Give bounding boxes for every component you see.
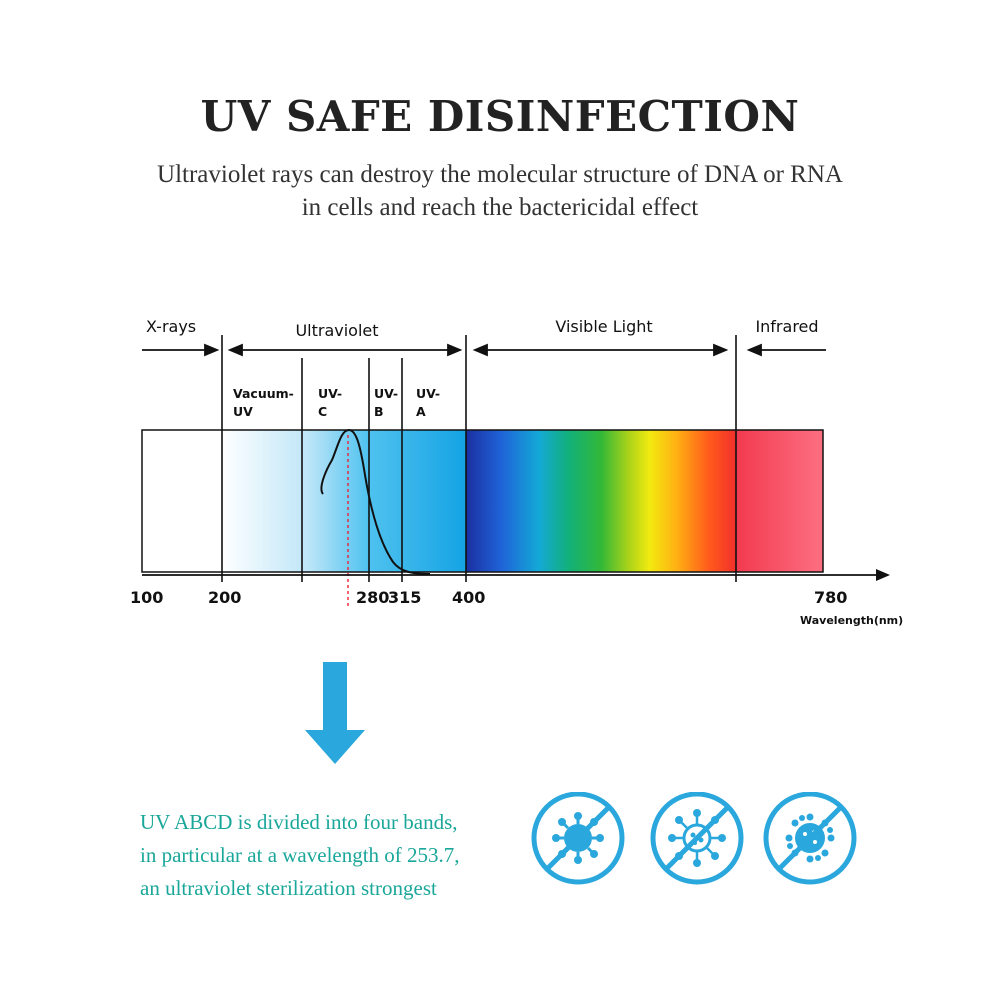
down-arrow-icon [305,662,365,764]
infrared-region-fill [736,430,823,572]
visible-region-fill [466,430,736,572]
uv-spectrum-diagram: X-rays Ultraviolet Visible Light Infrare… [130,317,903,627]
tick-label-280: 280 [356,588,389,607]
band-label-vacuum-uv-1: Vacuum- [233,386,294,401]
band-label-uvc-2: C [318,404,327,419]
germ-prohibited-icon [650,792,744,885]
subtitle: Ultraviolet rays can destroy the molecul… [0,158,1000,224]
tick-label-315: 315 [388,588,421,607]
xray-region-fill [142,430,222,572]
region-label-visible: Visible Light [555,317,652,336]
axis-arrowhead [876,569,890,581]
band-label-uvb-1: UV- [374,386,398,401]
subtitle-line-1: Ultraviolet rays can destroy the molecul… [157,161,843,188]
description-line-1: UV ABCD is divided into four bands, [140,810,458,834]
region-label-xrays: X-rays [146,317,196,336]
description-line-3: an ultraviolet sterilization strongest [140,876,437,900]
region-label-ultraviolet: Ultraviolet [295,321,378,340]
tick-label-100: 100 [130,588,163,607]
region-label-infrared: Infrared [755,317,818,336]
description-line-2: in particular at a wavelength of 253.7, [140,843,460,867]
germ-icons-row [531,792,857,885]
band-label-vacuum-uv-2: UV [233,404,253,419]
axis-unit-label: Wavelength(nm) [800,614,903,627]
ultraviolet-region-fill [222,430,466,572]
band-label-uva-1: UV- [416,386,440,401]
germicidal-curve [320,428,431,575]
tick-label-200: 200 [208,588,241,607]
subtitle-line-2: in cells and reach the bactericidal effe… [301,194,699,221]
bacteria-prohibited-icon [763,792,857,885]
band-dividers [221,335,737,582]
tick-label-780: 780 [814,588,847,607]
spectrum-bar-outline [141,429,824,573]
page-title: UV SAFE DISINFECTION [200,92,800,141]
virus-prohibited-icon [531,792,625,885]
band-label-uvc-1: UV- [318,386,342,401]
description-text: UV ABCD is divided into four bands, in p… [140,806,540,905]
tick-label-400: 400 [452,588,485,607]
band-label-uvb-2: B [374,404,384,419]
region-arrows [142,343,826,357]
band-label-uva-2: A [416,404,426,419]
